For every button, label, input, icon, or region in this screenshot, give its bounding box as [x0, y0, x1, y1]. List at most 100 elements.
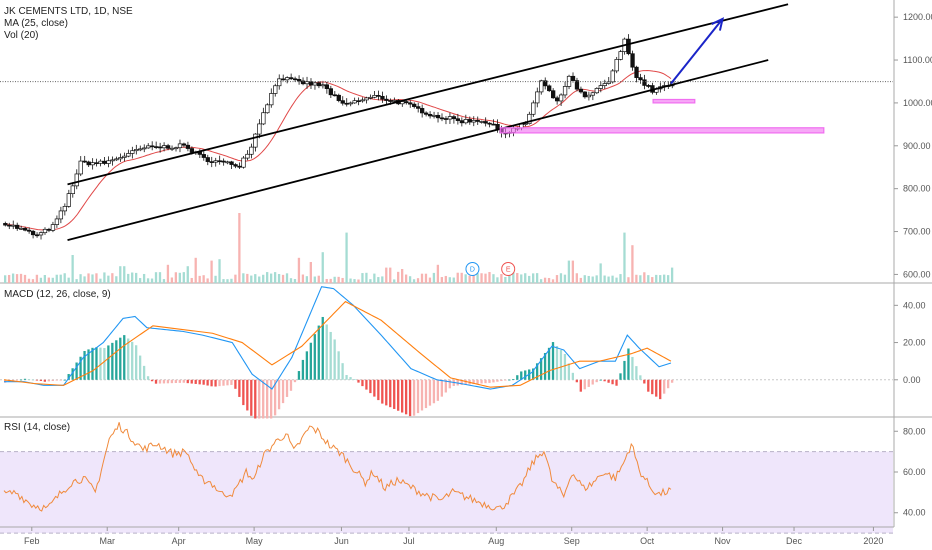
- volume-bar: [325, 278, 328, 283]
- macd-histogram-bar: [127, 338, 130, 380]
- volume-bar: [488, 272, 491, 283]
- macd-histogram-bar: [71, 368, 74, 380]
- candle-body: [372, 95, 377, 98]
- macd-histogram-bar: [313, 334, 316, 380]
- macd-histogram-bar: [79, 356, 82, 380]
- candle-body: [249, 146, 254, 155]
- macd-histogram-bar: [543, 352, 547, 380]
- macd-histogram-bar: [91, 347, 94, 380]
- volume-bar: [397, 271, 400, 283]
- event-badge: [501, 262, 516, 276]
- macd-histogram-bar: [131, 341, 134, 380]
- candle-body: [269, 93, 274, 106]
- candle-body: [42, 228, 48, 234]
- candle-body: [618, 51, 623, 60]
- volume-bar: [202, 275, 205, 283]
- macd-histogram-bar: [361, 379, 364, 387]
- macd-histogram-bar: [579, 379, 582, 392]
- volume-bar: [535, 273, 539, 283]
- volume-bar: [460, 272, 463, 283]
- macd-histogram-bar: [436, 379, 440, 401]
- candle-body: [94, 162, 99, 165]
- volume-bar: [361, 273, 364, 283]
- candle-body: [150, 145, 155, 148]
- macd-histogram-bar: [162, 379, 166, 384]
- candle-body: [265, 104, 270, 114]
- macd-histogram-bar: [206, 379, 209, 386]
- candle-body: [281, 78, 286, 81]
- macd-histogram-bar: [416, 379, 420, 414]
- volume-bar: [381, 276, 384, 283]
- volume-bar: [258, 276, 261, 283]
- candle-body: [439, 117, 445, 120]
- volume-bar: [11, 273, 15, 283]
- macd-legend: MACD (12, 26, close, 9): [4, 289, 111, 300]
- candle-body: [3, 223, 8, 226]
- macd-histogram-bar: [666, 379, 670, 389]
- macd-histogram-bar: [381, 379, 384, 404]
- candle-body: [443, 118, 449, 120]
- macd-histogram-bar: [512, 378, 515, 380]
- candle-body: [554, 97, 560, 102]
- volume-bar: [293, 278, 297, 283]
- volume-bar: [615, 277, 618, 283]
- macd-histogram-bar: [623, 360, 626, 380]
- macd-histogram-bar: [146, 376, 150, 380]
- candle-body: [285, 77, 290, 81]
- macd-signal-line: [3, 300, 672, 388]
- candle-body: [332, 94, 337, 97]
- volume-bar: [206, 278, 209, 283]
- volume-bar: [71, 255, 74, 283]
- candle-body: [312, 82, 318, 86]
- volume-bar: [107, 275, 110, 283]
- volume-bar: [174, 272, 178, 283]
- volume-bar: [635, 274, 638, 283]
- candle-body: [173, 147, 179, 150]
- volume-bar: [655, 274, 658, 283]
- candle-body: [241, 157, 246, 168]
- y-tick-label: 80.00: [903, 426, 926, 436]
- ma-legend: MA (25, close): [4, 18, 68, 29]
- macd-histogram-bar: [119, 337, 122, 380]
- volume-bar: [456, 272, 459, 283]
- volume-bar: [31, 279, 35, 283]
- candle-body: [296, 79, 302, 82]
- volume-bar: [254, 274, 257, 283]
- candle-body: [598, 85, 603, 89]
- macd-histogram-bar: [476, 379, 479, 384]
- macd-histogram-bar: [615, 379, 618, 386]
- macd-histogram-bar: [345, 375, 348, 380]
- candle-body: [102, 160, 107, 164]
- candle-body: [98, 160, 103, 164]
- macd-histogram-bar: [492, 379, 495, 383]
- macd-histogram-bar: [432, 379, 436, 404]
- support-zone: [499, 127, 825, 134]
- macd-histogram-bar: [587, 379, 590, 387]
- macd-histogram-bar: [174, 379, 178, 384]
- volume-bar: [75, 279, 78, 283]
- volume-bar: [51, 277, 54, 283]
- candle-body: [134, 149, 139, 152]
- volume-bar: [182, 272, 185, 283]
- candle-body: [154, 146, 159, 148]
- event-badge-label: D: [470, 267, 475, 274]
- candle-body: [90, 162, 95, 166]
- volume-bar: [555, 275, 559, 283]
- macd-histogram-bar: [647, 379, 650, 392]
- macd-histogram-bar: [464, 379, 467, 385]
- volume-bar: [345, 232, 348, 283]
- macd-histogram-bar: [393, 379, 396, 409]
- macd-histogram-bar: [567, 363, 571, 380]
- volume-bar: [230, 278, 233, 283]
- macd-histogram-bar: [420, 379, 424, 411]
- candle-body: [328, 88, 333, 96]
- macd-histogram-bar: [547, 347, 551, 380]
- macd-histogram-bar: [293, 379, 297, 383]
- candle-body: [110, 159, 115, 162]
- volume-bar: [301, 274, 305, 283]
- volume-bar: [623, 232, 626, 283]
- volume-bar: [595, 275, 598, 283]
- candle-body: [467, 119, 472, 123]
- macd-histogram-bar: [349, 377, 352, 380]
